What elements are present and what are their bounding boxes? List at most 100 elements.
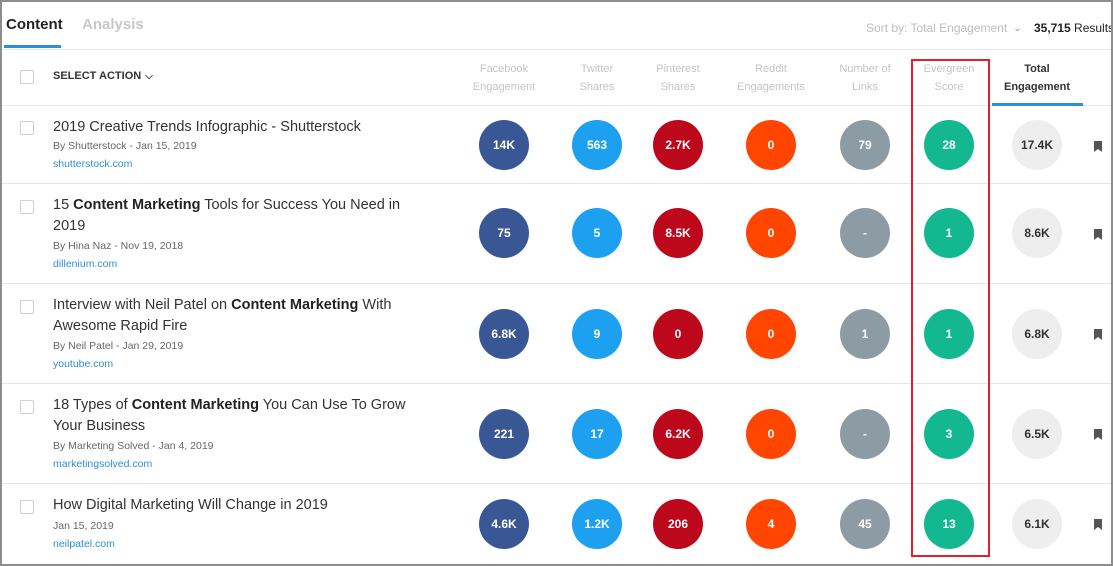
twitter-shares-badge: 1.2K [572, 499, 622, 549]
reddit-engagements-badge: 4 [746, 499, 796, 549]
bookmark-icon[interactable] [1094, 519, 1102, 530]
table-row: 15 Content Marketing Tools for Success Y… [2, 184, 1111, 284]
column-header-line: Shares [579, 81, 615, 93]
total-engagement-badge: 6.8K [1012, 309, 1062, 359]
select-all-checkbox[interactable] [20, 70, 34, 84]
article-title[interactable]: Interview with Neil Patel on Content Mar… [53, 295, 423, 337]
total-engagement-badge: 6.1K [1012, 499, 1062, 549]
facebook-engagement-badge: 75 [479, 208, 529, 258]
select-action-label: SELECT ACTION [53, 70, 142, 82]
title-text: 15 [53, 197, 74, 213]
column-header-line: Score [934, 81, 964, 93]
results-suffix: Results [1074, 21, 1113, 35]
article-title[interactable]: 18 Types of Content Marketing You Can Us… [53, 395, 423, 437]
column-header-links[interactable]: Number of Links [820, 60, 910, 96]
sort-label: Sort by: Total Engagement [866, 21, 1008, 35]
article-domain-link[interactable]: youtube.com [53, 358, 114, 370]
pinterest-shares-badge: 2.7K [653, 120, 703, 170]
twitter-shares-badge: 5 [572, 208, 622, 258]
sort-dropdown[interactable]: Sort by: Total Engagement ⌄ [866, 21, 1022, 35]
results-number: 35,715 [1034, 21, 1071, 35]
tab-content[interactable]: Content [6, 16, 63, 33]
evergreen-score-badge: 1 [924, 309, 974, 359]
results-count: 35,715 Results [1034, 21, 1113, 35]
reddit-engagements-badge: 0 [746, 208, 796, 258]
title-keyword: Content Marketing [131, 397, 260, 413]
facebook-engagement-badge: 221 [479, 409, 529, 459]
title-text: Tools for Success You Need in [200, 197, 401, 213]
article-meta: By Hina Naz - Nov 19, 2018 [53, 240, 184, 252]
twitter-shares-badge: 563 [572, 120, 622, 170]
pinterest-shares-badge: 6.2K [653, 409, 703, 459]
table-row: 2019 Creative Trends Infographic - Shutt… [2, 106, 1111, 184]
column-header-line: Number of [839, 63, 891, 75]
twitter-shares-badge: 17 [572, 409, 622, 459]
article-title[interactable]: How Digital Marketing Will Change in 201… [53, 495, 423, 516]
row-checkbox[interactable] [20, 400, 34, 414]
bookmark-icon[interactable] [1094, 229, 1102, 240]
facebook-engagement-badge: 4.6K [479, 499, 529, 549]
article-title[interactable]: 2019 Creative Trends Infographic - Shutt… [53, 117, 423, 138]
column-header-line: Engagement [472, 81, 536, 93]
row-checkbox[interactable] [20, 500, 34, 514]
bookmark-icon[interactable] [1094, 141, 1102, 152]
column-header-line: Shares [660, 81, 696, 93]
total-engagement-badge: 8.6K [1012, 208, 1062, 258]
title-text: 18 Types of [53, 397, 132, 413]
sorted-column-indicator [992, 103, 1083, 106]
pinterest-shares-badge: 206 [653, 499, 703, 549]
title-text: 2019 [53, 218, 86, 234]
column-header-total[interactable]: Total Engagement [992, 60, 1082, 96]
number-of-links-badge: 45 [840, 499, 890, 549]
column-header-line: Pinterest [656, 63, 700, 75]
row-checkbox[interactable] [20, 200, 34, 214]
bookmark-icon[interactable] [1094, 429, 1102, 440]
bookmark-icon[interactable] [1094, 329, 1102, 340]
title-text: Awesome Rapid Fire [53, 318, 188, 334]
evergreen-score-badge: 3 [924, 409, 974, 459]
title-text: How Digital Marketing Will Change in 201… [53, 497, 328, 513]
article-domain-link[interactable]: dillenium.com [53, 258, 118, 270]
column-header-evergreen[interactable]: Evergreen Score [904, 60, 994, 96]
row-checkbox[interactable] [20, 121, 34, 135]
column-header-line: Evergreen [923, 63, 975, 75]
chevron-down-icon: ⌵ [145, 71, 153, 82]
column-header-pinterest[interactable]: Pinterest Shares [633, 60, 723, 96]
evergreen-score-badge: 13 [924, 499, 974, 549]
title-keyword: Content Marketing [231, 297, 359, 313]
row-checkbox[interactable] [20, 300, 34, 314]
article-domain-link[interactable]: neilpatel.com [53, 538, 115, 550]
reddit-engagements-badge: 0 [746, 309, 796, 359]
pinterest-shares-badge: 0 [653, 309, 703, 359]
number-of-links-badge: - [840, 208, 890, 258]
title-text: Interview with Neil Patel on [53, 297, 232, 313]
column-header-facebook[interactable]: Facebook Engagement [459, 60, 549, 96]
evergreen-score-badge: 1 [924, 208, 974, 258]
tab-analysis[interactable]: Analysis [82, 16, 144, 33]
column-header-reddit[interactable]: Reddit Engagements [726, 60, 816, 96]
pinterest-shares-badge: 8.5K [653, 208, 703, 258]
tab-bar: Content Analysis Sort by: Total Engageme… [2, 2, 1113, 50]
facebook-engagement-badge: 14K [479, 120, 529, 170]
column-header-line: Facebook [479, 63, 529, 75]
article-domain-link[interactable]: shutterstock.com [53, 158, 133, 170]
number-of-links-badge: 1 [840, 309, 890, 359]
column-header-twitter[interactable]: Twitter Shares [552, 60, 642, 96]
table-row: Interview with Neil Patel on Content Mar… [2, 284, 1111, 384]
number-of-links-badge: - [840, 409, 890, 459]
table-row: 18 Types of Content Marketing You Can Us… [2, 384, 1111, 484]
title-text: With [358, 297, 392, 313]
evergreen-score-badge: 28 [924, 120, 974, 170]
column-header-line: Total [1024, 63, 1050, 75]
table-header: SELECT ACTION ⌵ Facebook Engagement Twitt… [2, 50, 1111, 106]
title-text: 2019 Creative Trends Infographic - Shutt… [53, 119, 361, 135]
article-meta: By Shutterstock - Jan 15, 2019 [53, 140, 197, 152]
title-text: You Can Use To Grow [259, 397, 406, 413]
total-engagement-badge: 6.5K [1012, 409, 1062, 459]
article-domain-link[interactable]: marketingsolved.com [53, 458, 153, 470]
number-of-links-badge: 79 [840, 120, 890, 170]
select-action-dropdown[interactable]: SELECT ACTION ⌵ [53, 70, 153, 82]
twitter-shares-badge: 9 [572, 309, 622, 359]
article-title[interactable]: 15 Content Marketing Tools for Success Y… [53, 195, 423, 237]
